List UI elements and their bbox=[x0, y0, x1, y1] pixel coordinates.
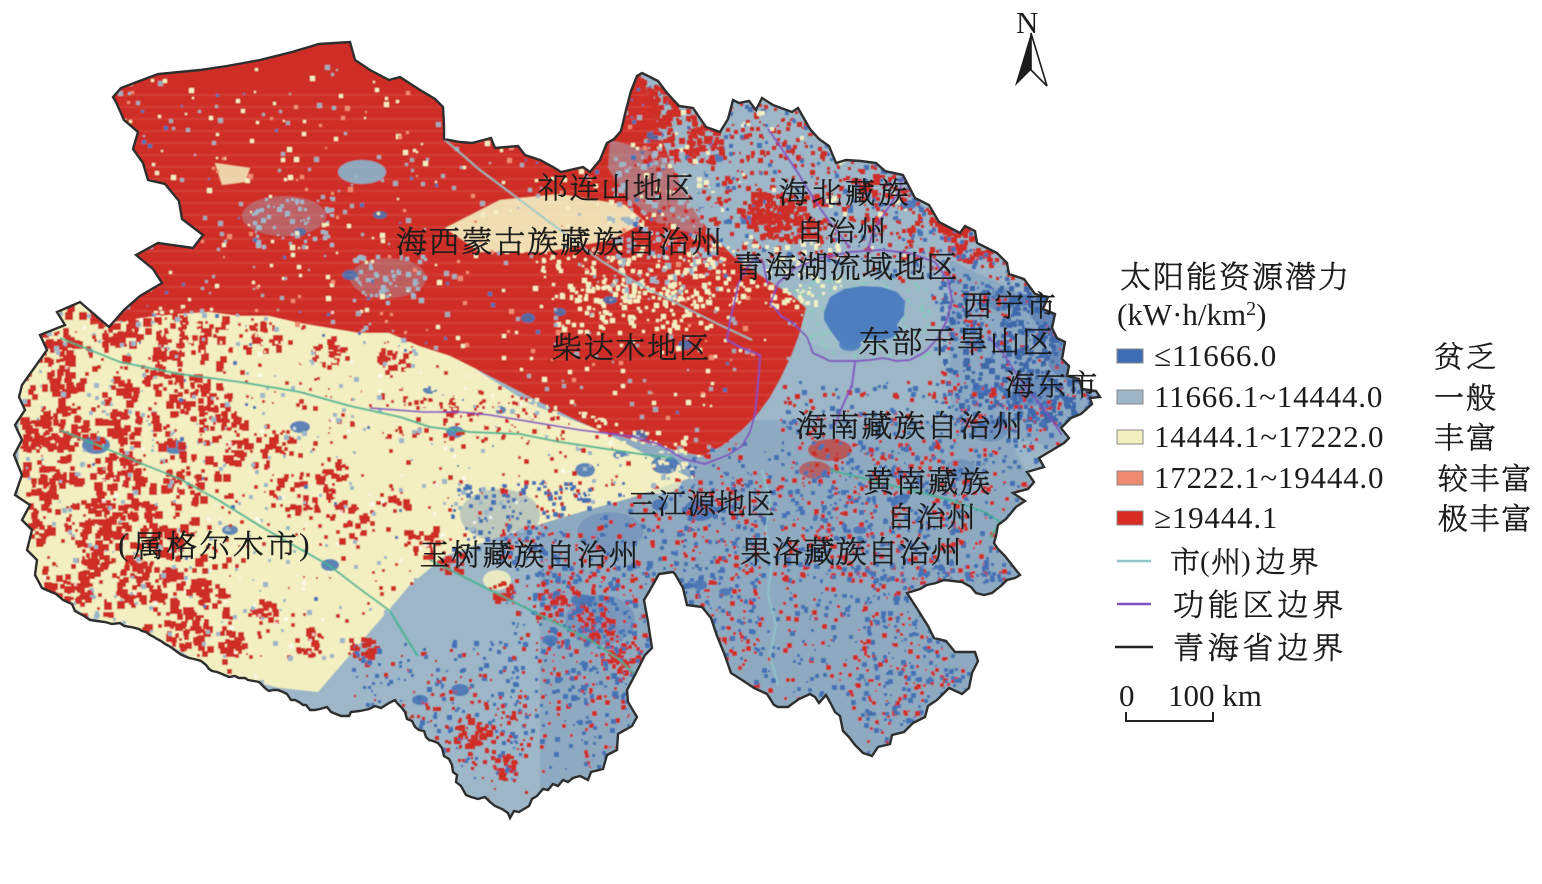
svg-text:≥19444.1: ≥19444.1 bbox=[1154, 500, 1278, 535]
svg-text:N: N bbox=[1016, 5, 1038, 40]
svg-text:(: ( bbox=[1200, 546, 1210, 578]
svg-text:(: ( bbox=[118, 526, 129, 562]
svg-text:17222.1~19444.0: 17222.1~19444.0 bbox=[1154, 460, 1384, 495]
svg-text:(kW·h/km2): (kW·h/km2) bbox=[1117, 297, 1266, 332]
svg-text:100 km: 100 km bbox=[1168, 678, 1262, 713]
svg-text:11666.1~14444.0: 11666.1~14444.0 bbox=[1154, 379, 1383, 414]
svg-text:14444.1~17222.0: 14444.1~17222.0 bbox=[1154, 419, 1384, 454]
svg-text:): ) bbox=[1241, 546, 1251, 578]
svg-text:0: 0 bbox=[1119, 678, 1135, 713]
svg-text:≤11666.0: ≤11666.0 bbox=[1154, 338, 1277, 373]
svg-text:): ) bbox=[299, 526, 310, 562]
